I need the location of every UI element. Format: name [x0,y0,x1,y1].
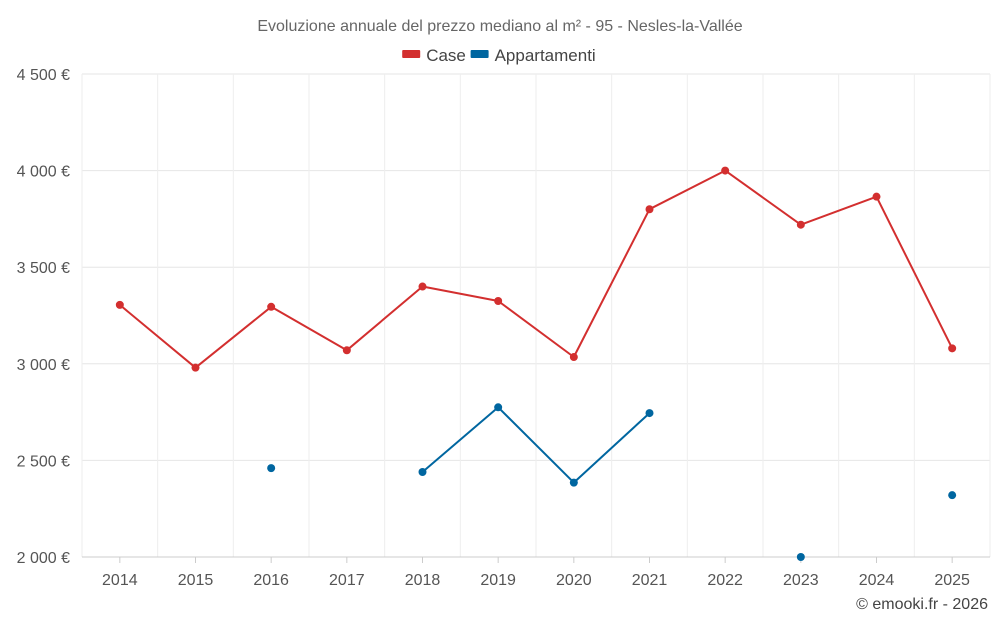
legend-swatch-case [402,50,421,58]
data-point-case [494,297,503,306]
data-point-appartamenti [494,403,503,412]
data-point-case [418,282,427,291]
legend-item-case: Case [402,46,466,65]
y-tick-label: 3 500 € [17,260,70,277]
data-point-case [796,220,805,229]
data-point-case [569,353,578,362]
data-point-case [115,300,124,309]
data-point-case [721,166,730,175]
data-point-appartamenti [569,478,578,487]
y-tick-label: 4 500 € [17,67,70,84]
data-point-case [267,302,276,311]
series-layer [115,166,957,561]
series-line-case [119,169,954,369]
legend-swatch-appartamenti [470,50,489,58]
x-tick-label: 2025 [934,572,970,589]
y-tick-label: 3 000 € [17,357,70,374]
x-tick-label: 2016 [253,572,289,589]
x-tick-label: 2015 [178,572,214,589]
credit: © emooki.fr - 2026 [856,596,988,613]
x-tick-label: 2017 [329,572,365,589]
data-point-appartamenti [796,553,805,561]
x-tick-label: 2019 [480,572,516,589]
y-tick-label: 2 000 € [17,550,70,567]
y-tick-label: 4 000 € [17,164,70,181]
data-point-case [872,192,881,201]
x-tick-label: 2018 [405,572,441,589]
data-point-case [948,344,957,353]
data-point-appartamenti [948,491,957,500]
x-tick-label: 2020 [556,572,592,589]
x-tick-label: 2022 [707,572,743,589]
x-tick-label: 2014 [102,572,138,589]
y-tick-label: 2 500 € [17,453,70,470]
axes: 2 000 € 2 500 € 3 000 € 3 500 € 4 000 € 4 500… [17,67,990,589]
data-point-case [645,205,654,214]
legend-label-appartamenti: Appartamenti [495,46,596,65]
x-tick-label: 2021 [632,572,668,589]
legend-label-case: Case [426,46,466,65]
data-point-appartamenti [267,464,276,473]
legend-item-appartamenti: Appartamenti [470,46,596,65]
data-point-case [191,363,200,372]
data-point-case [342,346,351,355]
x-tick-label: 2024 [859,572,895,589]
chart-title: Evoluzione annuale del prezzo mediano al… [257,18,742,35]
series-line-appartamenti [421,406,651,484]
x-tick-label: 2023 [783,572,819,589]
grid [81,73,991,558]
legend: Case Appartamenti [402,46,596,65]
data-point-appartamenti [645,409,654,418]
data-point-appartamenti [418,467,427,476]
